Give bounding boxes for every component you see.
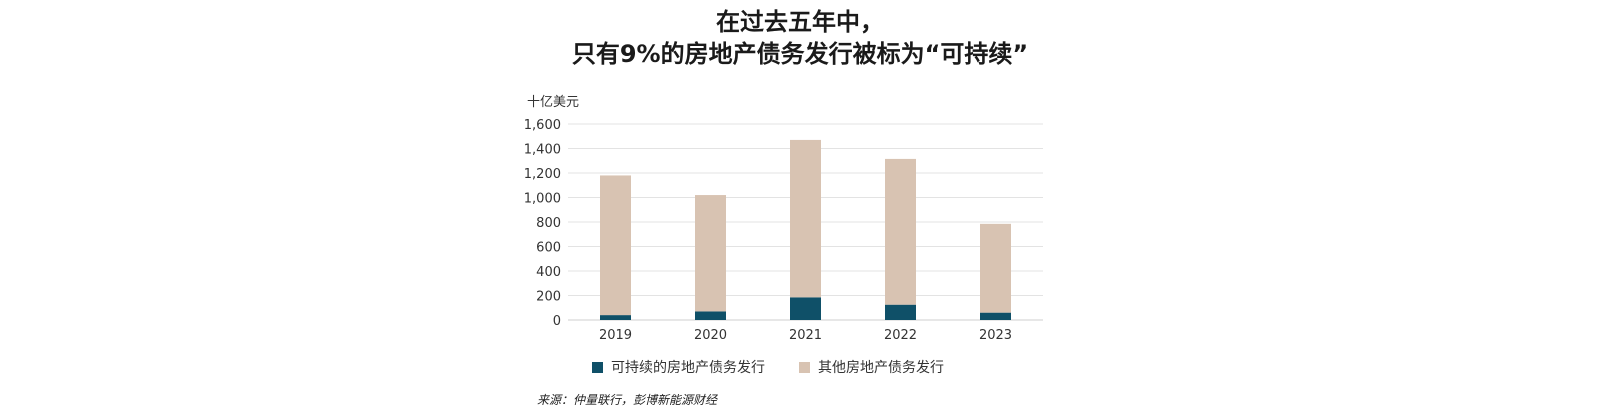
y-tick-label: 1,200 — [524, 167, 561, 182]
x-tick-label: 2019 — [599, 328, 632, 343]
chart-title-line-1: 在过去五年中， — [716, 8, 884, 36]
bar-sustainable-2022 — [885, 304, 916, 320]
legend-item-other: 其他房地产债务发行 — [799, 357, 944, 377]
y-tick-label: 0 — [553, 314, 561, 329]
y-tick-label: 1,600 — [524, 118, 561, 133]
y-tick-label: 600 — [536, 241, 561, 256]
y-tick-label: 1,400 — [524, 143, 561, 158]
x-tick-label: 2023 — [979, 328, 1012, 343]
bar-other-2019 — [600, 175, 631, 316]
bar-sustainable-2023 — [980, 312, 1011, 320]
legend-swatch-other — [799, 361, 810, 373]
legend-label-other: 其他房地产债务发行 — [818, 360, 944, 376]
bar-other-2020 — [695, 195, 726, 312]
x-tick-label: 2020 — [694, 328, 727, 343]
legend-item-sustainable: 可持续的房地产债务发行 — [592, 357, 765, 377]
chart-legend: 可持续的房地产债务发行 其他房地产债务发行 — [592, 357, 978, 377]
bar-other-2023 — [980, 223, 1011, 313]
bar-sustainable-2020 — [695, 311, 726, 320]
y-tick-label: 400 — [536, 265, 561, 280]
x-tick-label: 2021 — [789, 328, 822, 343]
y-tick-label: 200 — [536, 290, 561, 305]
y-axis-unit-label: 十亿美元 — [527, 95, 579, 110]
bars — [600, 139, 1011, 320]
axis-labels: 十亿美元 0 200 400 600 800 1,000 1,200 1,400 1,600 201… — [524, 95, 1012, 343]
bar-sustainable-2021 — [790, 297, 821, 320]
chart-title: 在过去五年中， 只有9%的房地产债务发行被标为“可持续” — [0, 6, 1600, 70]
legend-label-sustainable: 可持续的房地产债务发行 — [611, 360, 765, 376]
bar-sustainable-2019 — [600, 315, 631, 320]
x-tick-label: 2022 — [884, 328, 917, 343]
bar-other-2022 — [885, 158, 916, 305]
y-tick-label: 1,000 — [524, 192, 561, 207]
legend-swatch-sustainable — [592, 361, 603, 373]
y-tick-label: 800 — [536, 216, 561, 231]
bar-other-2021 — [790, 139, 821, 298]
chart-title-line-2: 只有9%的房地产债务发行被标为“可持续” — [571, 40, 1029, 68]
source-note: 来源：仲量联行，彭博新能源财经 — [537, 393, 718, 407]
